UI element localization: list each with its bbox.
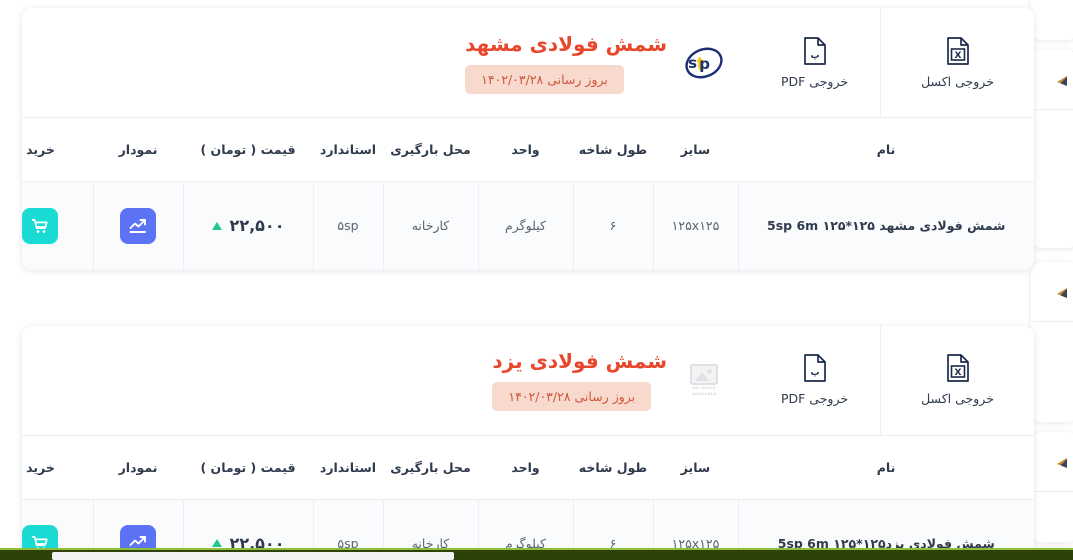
column-header-std: استاندارد bbox=[313, 435, 383, 500]
column-header-chart: نمودار bbox=[93, 118, 183, 182]
export-excel-button[interactable]: X خروجی اکسل bbox=[881, 326, 1034, 435]
price-value-group: ۲۲,۵۰۰ bbox=[211, 216, 285, 236]
svg-text:پ: پ bbox=[810, 51, 819, 61]
export-pdf-label: خروجی PDF bbox=[780, 391, 849, 406]
svg-text:پ: پ bbox=[810, 368, 819, 378]
cell-size: ۱۲۵x۱۲۵ bbox=[652, 181, 738, 270]
price-up-arrow-icon bbox=[211, 539, 222, 548]
column-header-price: قیمت ( تومان ) bbox=[183, 435, 313, 500]
cell-name: شمش فولادی مشهد ۱۲۵*۱۲۵ 5sp 6m bbox=[737, 181, 1034, 270]
product-name: شمش فولادی یزد۱۲۵*۱۲۵ 5sp 6m bbox=[777, 535, 995, 551]
pdf-file-icon: پ bbox=[803, 354, 827, 382]
product-card: s t p شمش فولادی مشهد بروز رسانی ۱۴۰۲/۰۳… bbox=[22, 8, 1034, 270]
cell-len: ۶ bbox=[572, 181, 653, 270]
card-header: s t p شمش فولادی مشهد بروز رسانی ۱۴۰۲/۰۳… bbox=[22, 8, 1034, 118]
sp-brand-logo-icon: s t p bbox=[681, 40, 727, 86]
excel-file-icon: X bbox=[946, 354, 970, 382]
column-header-load: محل بارگیری bbox=[383, 118, 478, 182]
price-table: نام سایز طول شاخه واحد محل بارگیری استان… bbox=[22, 435, 1034, 560]
card-title-zone: NO IMAGE AVAILABLE شمش فولادی یزد بروز ر… bbox=[22, 326, 749, 435]
table-header-row: نام سایز طول شاخه واحد محل بارگیری استان… bbox=[22, 435, 1034, 500]
offscreen-card[interactable] bbox=[1031, 0, 1073, 52]
offscreen-card-stack bbox=[1031, 0, 1073, 560]
cell-chart bbox=[92, 181, 183, 270]
horizontal-scrollbar[interactable] bbox=[0, 548, 1073, 560]
buy-button[interactable] bbox=[22, 207, 59, 244]
scrollbar-thumb[interactable] bbox=[52, 552, 454, 560]
no-image-line-1: NO IMAGE bbox=[692, 386, 716, 391]
column-header-name: نام bbox=[738, 118, 1034, 182]
export-excel-label: خروجی اکسل bbox=[921, 73, 994, 89]
svg-text:X: X bbox=[954, 368, 961, 378]
export-pdf-label: خروجی PDF bbox=[780, 73, 849, 89]
table-header-row: نام سایز طول شاخه واحد محل بارگیری استان… bbox=[22, 118, 1034, 182]
table-row: شمش فولادی مشهد ۱۲۵*۱۲۵ 5sp 6m ۱۲۵x۱۲۵ ۶… bbox=[22, 181, 1034, 270]
offscreen-card-header bbox=[1031, 0, 1073, 52]
offscreen-card[interactable] bbox=[1031, 432, 1073, 542]
column-header-std: استاندارد bbox=[313, 118, 383, 182]
offscreen-card[interactable] bbox=[1031, 262, 1073, 422]
price-up-arrow-icon bbox=[211, 221, 222, 230]
offscreen-card-header bbox=[1031, 432, 1073, 492]
column-header-load: محل بارگیری bbox=[383, 435, 478, 500]
no-image-placeholder-icon: NO IMAGE AVAILABLE bbox=[681, 357, 727, 403]
export-excel-button[interactable]: X خروجی اکسل bbox=[881, 8, 1034, 117]
brand-logo-icon bbox=[1057, 76, 1067, 86]
product-name: شمش فولادی مشهد ۱۲۵*۱۲۵ 5sp 6m bbox=[767, 218, 1006, 234]
update-date-badge: بروز رسانی ۱۴۰۲/۰۳/۲۸ bbox=[492, 382, 652, 411]
svg-text:t: t bbox=[696, 54, 705, 75]
shopping-cart-icon bbox=[30, 216, 50, 236]
cell-std: ۵sp bbox=[312, 181, 383, 270]
card-title-group: شمش فولادی مشهد بروز رسانی ۱۴۰۲/۰۳/۲۸ bbox=[465, 32, 667, 94]
product-card-list: s t p شمش فولادی مشهد بروز رسانی ۱۴۰۲/۰۳… bbox=[22, 8, 1034, 560]
card-title-zone: s t p شمش فولادی مشهد بروز رسانی ۱۴۰۲/۰۳… bbox=[22, 8, 749, 117]
trend-chart-icon bbox=[128, 216, 148, 236]
offscreen-card-header bbox=[1031, 262, 1073, 322]
offscreen-card-header bbox=[1031, 50, 1073, 110]
product-card: NO IMAGE AVAILABLE شمش فولادی یزد بروز ر… bbox=[22, 325, 1034, 560]
card-header: NO IMAGE AVAILABLE شمش فولادی یزد بروز ر… bbox=[22, 325, 1034, 436]
no-image-line-2: AVAILABLE bbox=[691, 391, 717, 396]
svg-text:X: X bbox=[954, 51, 961, 61]
svg-text:p: p bbox=[699, 55, 710, 73]
cell-buy bbox=[22, 181, 93, 270]
price-value: ۲۲,۵۰۰ bbox=[229, 216, 285, 236]
column-header-size: سایز bbox=[653, 118, 738, 182]
card-title: شمش فولادی مشهد bbox=[465, 31, 667, 56]
column-header-buy: خرید bbox=[22, 435, 93, 500]
column-header-unit: واحد bbox=[478, 118, 573, 182]
column-header-price: قیمت ( تومان ) bbox=[183, 118, 313, 182]
cell-unit: کیلوگرم bbox=[477, 181, 573, 270]
update-date-badge: بروز رسانی ۱۴۰۲/۰۳/۲۸ bbox=[465, 64, 624, 94]
column-header-name: نام bbox=[738, 435, 1034, 500]
column-header-size: سایز bbox=[653, 435, 738, 500]
brand-logo-icon bbox=[1057, 288, 1067, 298]
export-excel-label: خروجی اکسل bbox=[921, 391, 994, 406]
card-title-group: شمش فولادی یزد بروز رسانی ۱۴۰۲/۰۳/۲۸ bbox=[492, 349, 667, 411]
offscreen-card[interactable] bbox=[1031, 50, 1073, 248]
view-chart-button[interactable] bbox=[120, 207, 156, 244]
cell-price: ۲۲,۵۰۰ bbox=[182, 181, 313, 270]
export-pdf-button[interactable]: پ خروجی PDF bbox=[749, 8, 881, 117]
excel-file-icon: X bbox=[946, 36, 970, 65]
column-header-unit: واحد bbox=[478, 435, 573, 500]
cell-load: کارخانه bbox=[382, 181, 478, 270]
svg-text:s: s bbox=[688, 54, 697, 72]
export-pdf-button[interactable]: پ خروجی PDF bbox=[749, 325, 881, 435]
column-header-chart: نمودار bbox=[93, 435, 183, 500]
column-header-len: طول شاخه bbox=[573, 435, 653, 500]
column-header-len: طول شاخه bbox=[573, 118, 653, 182]
pdf-file-icon: پ bbox=[803, 36, 827, 65]
price-table: نام سایز طول شاخه واحد محل بارگیری استان… bbox=[22, 118, 1034, 270]
card-title: شمش فولادی یزد bbox=[492, 349, 667, 373]
brand-logo-icon bbox=[1057, 458, 1067, 468]
column-header-buy: خرید bbox=[22, 118, 93, 182]
image-placeholder-glyph bbox=[690, 364, 718, 386]
